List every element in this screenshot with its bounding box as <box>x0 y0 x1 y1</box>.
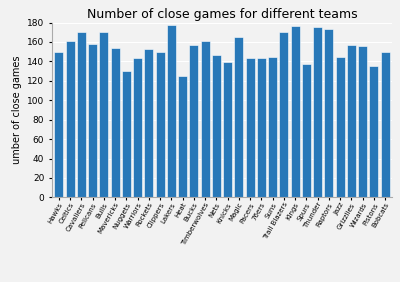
Bar <box>201 41 210 197</box>
Bar <box>178 76 187 197</box>
Bar <box>280 32 288 197</box>
Bar <box>336 57 345 197</box>
Bar <box>223 62 232 197</box>
Bar <box>77 32 86 197</box>
Title: Number of close games for different teams: Number of close games for different team… <box>87 8 357 21</box>
Bar <box>54 52 63 197</box>
Bar <box>347 45 356 197</box>
Bar <box>324 29 334 197</box>
Bar <box>99 32 108 197</box>
Bar <box>234 37 243 197</box>
Bar <box>291 27 300 197</box>
Bar <box>358 46 367 197</box>
Bar <box>246 58 255 197</box>
Bar <box>313 27 322 197</box>
Bar <box>370 66 378 197</box>
Bar <box>189 45 198 197</box>
Bar <box>133 58 142 197</box>
Bar <box>110 48 120 197</box>
Bar <box>257 58 266 197</box>
Y-axis label: umber of close games: umber of close games <box>12 56 22 164</box>
Bar <box>88 44 97 197</box>
Bar <box>156 52 164 197</box>
Bar <box>144 49 153 197</box>
Bar <box>302 64 311 197</box>
Bar <box>268 57 277 197</box>
Bar <box>122 71 131 197</box>
Bar <box>381 52 390 197</box>
Bar <box>66 41 74 197</box>
Bar <box>167 25 176 197</box>
Bar <box>212 55 221 197</box>
